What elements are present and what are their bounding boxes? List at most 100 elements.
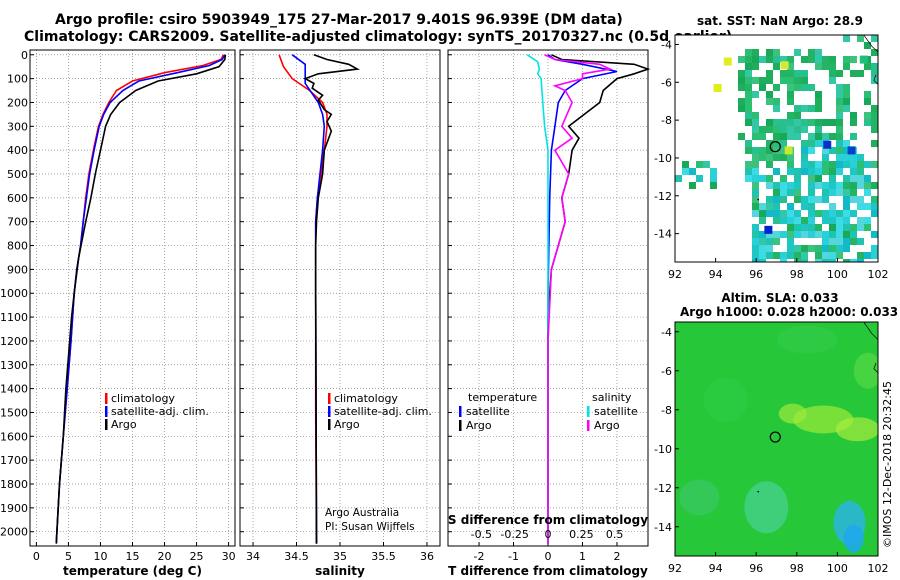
sst-pixel — [822, 196, 829, 203]
sst-pixel — [808, 147, 815, 154]
sla-blob — [778, 403, 807, 424]
difference-profile-frame — [447, 49, 649, 547]
sst-pixel — [843, 189, 850, 196]
sst-pixel — [759, 245, 766, 252]
salinity-profile-xlabel: salinity — [315, 564, 365, 578]
sst-pixel — [766, 182, 773, 189]
sst-pixel — [801, 252, 808, 259]
sst-pixel — [843, 196, 850, 203]
sst-pixel — [752, 49, 759, 56]
sst-pixel — [745, 140, 752, 147]
sst-pixel — [871, 210, 878, 217]
sst-highlight-pixel — [859, 55, 868, 64]
sst-pixel — [829, 231, 836, 238]
sst-pixel — [759, 147, 766, 154]
depth-tick-label: 500 — [7, 168, 28, 181]
depth-tick-label: 700 — [7, 216, 28, 229]
sst-pixel — [836, 91, 843, 98]
temperature-profile-xtick-label: 30 — [222, 550, 236, 563]
sla-map-xtick-label: 98 — [790, 562, 804, 575]
sst-pixel — [787, 154, 794, 161]
sst-map-ytick-label: -8 — [661, 114, 672, 127]
sst-pixel — [836, 252, 843, 259]
diff-legend-label: Argo — [466, 419, 492, 432]
sst-pixel — [822, 217, 829, 224]
sst-pixel — [745, 70, 752, 77]
sst-pixel — [801, 203, 808, 210]
sst-pixel — [780, 140, 787, 147]
depth-tick-label: 1600 — [0, 430, 28, 443]
sst-pixel — [843, 91, 850, 98]
depth-tick-label: 0 — [21, 49, 28, 62]
sst-pixel — [745, 147, 752, 154]
sst-pixel — [850, 168, 857, 175]
sst-pixel — [829, 175, 836, 182]
sst-pixel — [773, 140, 780, 147]
sst-pixel — [766, 196, 773, 203]
sst-pixel — [815, 182, 822, 189]
sst-pixel — [773, 147, 780, 154]
sst-pixel — [843, 231, 850, 238]
temperature-profile-series-argo — [55, 54, 227, 544]
sst-pixel — [822, 147, 829, 154]
pi-label: PI: Susan Wijffels — [325, 521, 415, 533]
sst-pixel — [752, 189, 759, 196]
sst-pixel — [808, 175, 815, 182]
salinity-profile-frame — [239, 49, 441, 547]
sst-pixel — [766, 154, 773, 161]
sst-pixel — [857, 161, 864, 168]
sst-pixel — [738, 98, 745, 105]
sst-pixel — [794, 245, 801, 252]
sst-pixel — [703, 161, 710, 168]
sst-pixel — [745, 77, 752, 84]
sst-pixel — [815, 224, 822, 231]
sst-pixel — [808, 168, 815, 175]
sst-pixel — [780, 210, 787, 217]
sst-pixel — [773, 196, 780, 203]
sst-pixel — [864, 112, 871, 119]
sst-pixel — [808, 49, 815, 56]
sst-pixel — [857, 224, 864, 231]
sst-pixel — [815, 56, 822, 63]
sst-pixel — [773, 154, 780, 161]
sst-pixel — [801, 217, 808, 224]
sst-pixel — [843, 245, 850, 252]
sst-pixel — [787, 224, 794, 231]
sst-pixel — [850, 210, 857, 217]
salinity-profile-legend-swatch — [328, 419, 331, 430]
sst-map-ytick-label: -12 — [654, 190, 672, 203]
difference-profile-xlabel: T difference from climatology — [448, 564, 648, 578]
sst-pixel — [759, 238, 766, 245]
temperature-profile-series-satellite-adj-clim- — [55, 54, 226, 544]
sst-pixel — [745, 49, 752, 56]
sst-pixel — [752, 245, 759, 252]
sst-pixel — [822, 189, 829, 196]
sst-pixel — [864, 189, 871, 196]
sst-pixel — [808, 119, 815, 126]
depth-tick-label: 200 — [7, 96, 28, 109]
salinity-profile-xtick-label: 35.5 — [371, 550, 396, 563]
sst-pixel — [710, 182, 717, 189]
sst-pixel — [829, 70, 836, 77]
sst-pixel — [766, 56, 773, 63]
sst-pixel — [864, 119, 871, 126]
sst-pixel — [836, 147, 843, 154]
sla-blob — [679, 479, 720, 516]
sst-pixel — [780, 259, 787, 262]
diff-legend-header-salinity: salinity — [592, 391, 632, 404]
sst-pixel — [787, 217, 794, 224]
sst-pixel — [752, 231, 759, 238]
sst-pixel — [808, 210, 815, 217]
sst-pixel — [759, 217, 766, 224]
sst-map-xtick-label: 92 — [668, 268, 682, 281]
sst-highlight-pixel — [823, 140, 832, 149]
sst-pixel — [808, 245, 815, 252]
sst-pixel — [871, 112, 878, 119]
sst-pixel — [836, 217, 843, 224]
sst-pixel — [871, 119, 878, 126]
sla-blob — [835, 417, 878, 442]
sst-pixel — [766, 70, 773, 77]
sst-pixel — [780, 189, 787, 196]
sla-map-subtitle: Argo h1000: 0.028 h2000: 0.033 — [680, 305, 899, 319]
sst-pixel — [787, 77, 794, 84]
